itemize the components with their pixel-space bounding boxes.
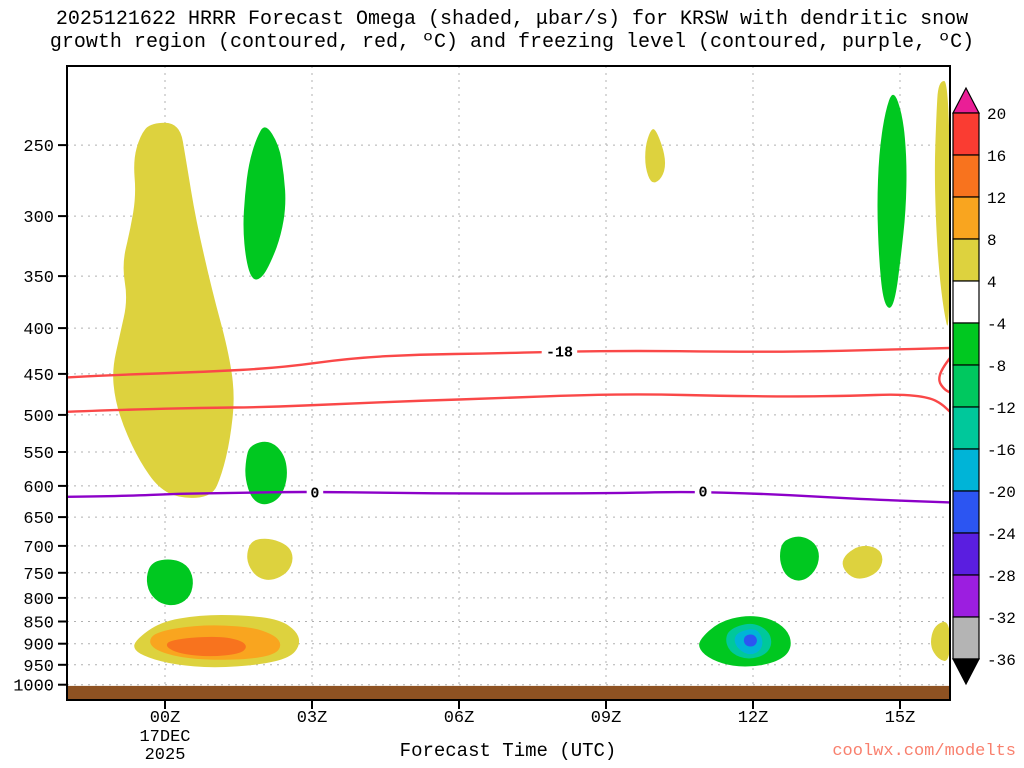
contour-label-bg [541,342,578,361]
contour-dendritic-bottom [67,393,950,413]
colorbar-label: -36 [987,652,1016,670]
colorbar-label: 8 [987,232,997,250]
colorbar-label: -28 [987,568,1016,586]
shaded-region-lowlevel-core-00z [166,636,246,657]
chart-title-line1: 2025121622 HRRR Forecast Omega (shaded, … [55,8,969,31]
contour-label: 0 [310,485,319,502]
colorbar-segment [952,280,980,324]
x-tick-label: 00Z [150,709,181,728]
x-tick-sublabel: 2025 [145,746,186,765]
shaded-region-upper-yellow-10z [645,129,666,183]
shaded-region-upper-green-15z [877,94,907,308]
x-tick-label: 06Z [444,709,475,728]
colorbar: 20 16 12 8 4 -4 -8 -12 -16 -20 -24 -28 -32 -36 [952,86,1016,686]
y-tick-label: 500 [23,408,54,427]
surface-bar [67,685,950,700]
shaded-region-yellow-730-14z [842,545,883,579]
colorbar-segment [952,490,980,534]
chart-title-line2: growth region (contoured, red, ºC) and f… [49,31,975,54]
watermark-link[interactable]: coolwx.com/modelts [832,742,1016,761]
colorbar-segment [952,364,980,408]
colorbar-label: 4 [987,274,997,292]
shaded-region-green-780-00z [146,559,193,606]
colorbar-segment [952,238,980,282]
shaded-region-upper-yellow-right-edge [934,81,950,326]
contour-label: 0 [698,485,707,502]
colorbar-bottom-arrow [952,658,980,686]
shaded-region-yellow-720-02z [247,538,293,580]
x-tick-label: 09Z [591,709,622,728]
y-tick-label: 400 [23,321,54,340]
x-tick-label: 03Z [297,709,328,728]
contour-label-bg [694,482,712,501]
x-tick-label: 12Z [738,709,769,728]
colorbar-segment [952,112,980,156]
y-tick-label: 250 [23,138,54,157]
y-tick-label: 350 [23,269,54,288]
y-tick-label: 950 [23,658,54,677]
y-tick-label: 850 [23,615,54,634]
contour-freezing-level [67,490,950,504]
chart-title: 2025121622 HRRR Forecast Omega (shaded, … [0,8,1024,54]
colorbar-top-arrow [952,86,980,114]
colorbar-segment [952,406,980,450]
y-tick-label: 900 [23,637,54,656]
colorbar-label: 12 [987,190,1006,208]
shaded-region-green-550-02z [245,441,287,505]
colorbar-label: -4 [987,316,1006,334]
y-tick-label: 300 [23,209,54,228]
colorbar-segment [952,616,980,660]
y-axis: 250 300 350 400 450 500 550 600 650 700 750 800 850 9… [13,138,67,697]
y-tick-label: 1000 [13,678,54,697]
shaded-region-upper-left-yellow [113,122,234,498]
colorbar-label: -12 [987,400,1016,418]
colorbar-label: 16 [987,148,1006,166]
y-tick-label: 600 [23,479,54,498]
contour-dendritic-right-edge [938,356,950,394]
x-tick-sublabel: 17DEC [139,728,190,747]
plot-frame [66,65,951,701]
colorbar-label: 20 [987,106,1006,124]
contour-label: -18 [546,345,573,362]
contour-lines [67,346,950,504]
shaded-region-upper-green-02z [243,127,286,280]
x-tick-label: 15Z [885,709,916,728]
x-axis-title: Forecast Time (UTC) [399,740,617,762]
shaded-region-yellow-right-low [930,621,950,661]
colorbar-segment [952,532,980,576]
colorbar-label: -20 [987,484,1016,502]
colorbar-label: -32 [987,610,1016,628]
y-tick-label: 450 [23,367,54,386]
colorbar-label: -8 [987,358,1006,376]
colorbar-segment [952,574,980,618]
colorbar-label: -16 [987,442,1016,460]
colorbar-segment [952,322,980,366]
colorbar-segment [952,448,980,492]
colorbar-segment [952,196,980,240]
y-tick-label: 750 [23,566,54,585]
y-tick-label: 700 [23,539,54,558]
shaded-region-lowlevel-blue-12z [743,634,757,647]
y-tick-label: 650 [23,510,54,529]
colorbar-label: -24 [987,526,1016,544]
omega-shaded-regions [113,81,950,668]
y-tick-label: 800 [23,591,54,610]
colorbar-segment [952,154,980,198]
contour-label-bg [306,483,324,502]
contour-dendritic-top [67,346,950,379]
y-tick-label: 550 [23,445,54,464]
shaded-region-green-730-13z [780,536,819,581]
